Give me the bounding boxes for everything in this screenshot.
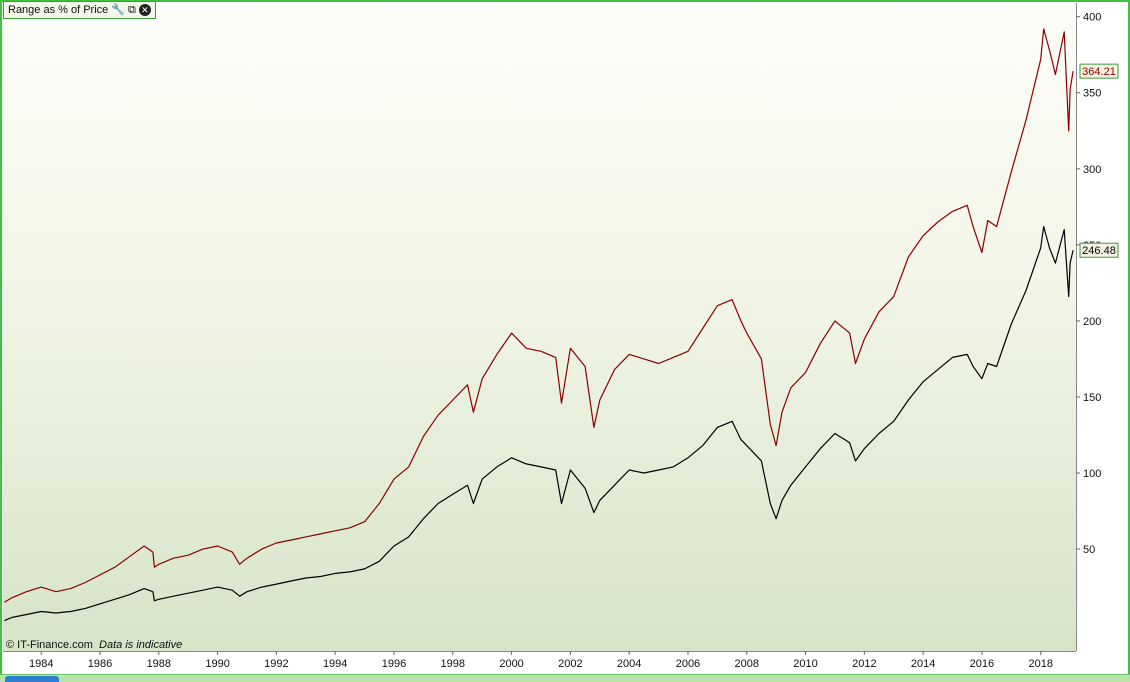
y-tick-label: 350 — [1083, 88, 1101, 100]
x-tick-label: 2006 — [676, 658, 700, 670]
last-value-text: 246.48 — [1082, 245, 1116, 257]
x-axis-ticks: 1984 1986 1988 1990 1992 1994 1996 1998 2000 2002… — [29, 651, 1053, 670]
last-value-label-1: 364.21 — [1079, 63, 1119, 79]
x-tick-label: 1986 — [88, 658, 112, 670]
series-line-1 — [4, 28, 1074, 603]
credit-line: © IT-Finance.com Data is indicative — [6, 639, 182, 651]
panel-title-box[interactable]: Range as % of Price 🔧 ⧉ ✕ — [3, 1, 156, 19]
close-icon[interactable]: ✕ — [138, 4, 151, 16]
last-value-label-2: 246.48 — [1079, 242, 1119, 258]
x-tick-label: 1990 — [205, 658, 229, 670]
series-line-2 — [4, 226, 1074, 622]
restore-window-icon[interactable]: ⧉ — [127, 4, 136, 16]
last-value-box — [1079, 242, 1119, 258]
x-tick-label: 1994 — [323, 658, 347, 670]
x-tick-label: 2010 — [793, 658, 817, 670]
x-tick-label: 2004 — [617, 658, 641, 670]
x-tick-label: 2018 — [1028, 658, 1052, 670]
x-tick-label: 2012 — [852, 658, 876, 670]
x-tick-label: 1992 — [264, 658, 288, 670]
x-tick-label: 2016 — [970, 658, 994, 670]
y-tick-label: 400 — [1083, 12, 1101, 24]
y-tick-label: 50 — [1083, 544, 1095, 556]
x-tick-label: 2000 — [499, 658, 523, 670]
x-tick-label: 1998 — [441, 658, 465, 670]
x-tick-label: 1984 — [29, 658, 53, 670]
wrench-icon[interactable]: 🔧 — [111, 4, 125, 16]
x-tick-label: 1996 — [382, 658, 406, 670]
last-value-labels: 364.21 246.48 — [1079, 63, 1119, 258]
panel-title: Range as % of Price — [8, 4, 109, 16]
last-value-box — [1079, 63, 1119, 79]
y-tick-label: 300 — [1083, 164, 1101, 176]
x-tick-label: 2008 — [735, 658, 759, 670]
x-tick-label: 1988 — [147, 658, 171, 670]
x-tick-label: 2002 — [558, 658, 582, 670]
disclaimer-text: Data is indicative — [99, 639, 183, 651]
y-tick-label: 150 — [1083, 392, 1101, 404]
y-tick-label: 200 — [1083, 316, 1101, 328]
plot-background — [3, 3, 1076, 651]
copyright-text: © IT-Finance.com — [6, 639, 93, 651]
bottom-tab[interactable] — [5, 676, 59, 682]
series-group — [4, 28, 1074, 622]
last-value-text: 364.21 — [1082, 66, 1116, 78]
y-tick-label: 100 — [1083, 468, 1101, 480]
y-axis-ticks: 50100150200250300350400 — [1076, 12, 1101, 556]
x-tick-label: 2014 — [911, 658, 935, 670]
bottom-tab-bar — [0, 674, 1130, 682]
